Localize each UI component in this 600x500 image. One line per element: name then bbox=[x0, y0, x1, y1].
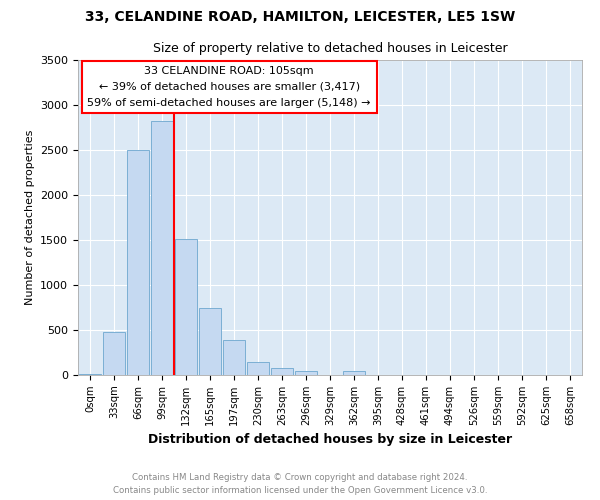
Bar bbox=[271, 368, 293, 375]
Bar bbox=[127, 150, 149, 375]
Bar bbox=[247, 362, 269, 375]
Bar bbox=[295, 370, 317, 375]
Bar bbox=[343, 370, 365, 375]
X-axis label: Distribution of detached houses by size in Leicester: Distribution of detached houses by size … bbox=[148, 434, 512, 446]
Y-axis label: Number of detached properties: Number of detached properties bbox=[25, 130, 35, 305]
Bar bbox=[151, 121, 173, 375]
Bar bbox=[223, 340, 245, 375]
Bar bbox=[199, 308, 221, 375]
Bar bbox=[103, 332, 125, 375]
Text: Contains HM Land Registry data © Crown copyright and database right 2024.
Contai: Contains HM Land Registry data © Crown c… bbox=[113, 473, 487, 495]
Bar bbox=[175, 239, 197, 375]
Title: Size of property relative to detached houses in Leicester: Size of property relative to detached ho… bbox=[152, 42, 508, 54]
Text: 33, CELANDINE ROAD, HAMILTON, LEICESTER, LE5 1SW: 33, CELANDINE ROAD, HAMILTON, LEICESTER,… bbox=[85, 10, 515, 24]
Text: 33 CELANDINE ROAD: 105sqm
← 39% of detached houses are smaller (3,417)
59% of se: 33 CELANDINE ROAD: 105sqm ← 39% of detac… bbox=[88, 66, 371, 108]
Bar bbox=[79, 374, 101, 375]
